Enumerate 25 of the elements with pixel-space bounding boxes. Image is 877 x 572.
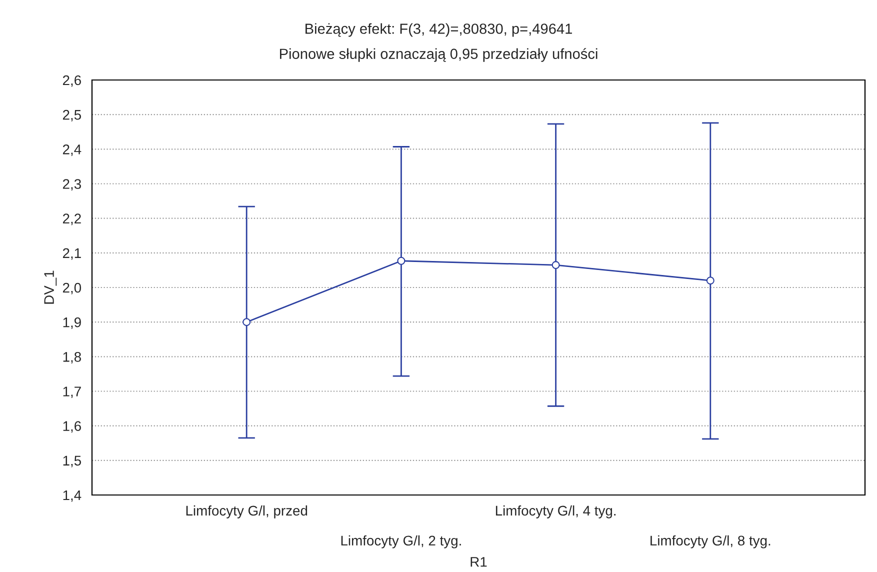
y-tick-label: 2,5: [62, 110, 82, 122]
y-axis-title: DV_1: [44, 270, 57, 304]
y-tick-label: 1,8: [63, 352, 81, 364]
x-tick-label: Limfocyty G/l, przed: [186, 505, 308, 518]
point: [552, 261, 560, 270]
y-tick-label: 2,4: [62, 144, 82, 156]
x-tick-label: Limfocyty G/l, 8 tyg.: [650, 535, 770, 548]
point: [397, 256, 406, 265]
x-tick-label: Limfocyty G/l, 4 tyg.: [496, 505, 616, 518]
chart-subtitle: Pionowe słupki oznaczają 0,95 przedziały ufności: [280, 48, 598, 62]
y-tick-label: 1,9: [63, 317, 81, 329]
y-tick-label: 2,2: [62, 214, 81, 226]
x-axis-title: R1: [470, 557, 487, 567]
point: [706, 276, 714, 285]
point: [242, 318, 251, 326]
y-tick-label: 1,5: [63, 456, 82, 468]
y-tick-label: 1,4: [63, 490, 82, 502]
y-tick-label: 2,3: [62, 179, 81, 191]
x-tick-label: Limfocyty G/l, 2 tyg.: [341, 535, 461, 548]
chart-title: Bieżący efekt: F(3, 42)=,80830, p=,49641: [306, 23, 572, 37]
y-tick-label: 1,7: [63, 386, 81, 398]
y-tick-label: 2,1: [62, 248, 81, 260]
y-tick-label: 2,6: [62, 75, 81, 87]
y-tick-label: 1,6: [63, 421, 81, 433]
y-tick-label: 2,0: [62, 282, 82, 294]
